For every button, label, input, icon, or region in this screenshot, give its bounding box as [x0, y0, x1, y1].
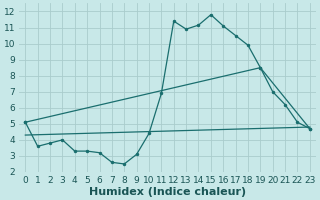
X-axis label: Humidex (Indice chaleur): Humidex (Indice chaleur): [89, 187, 246, 197]
